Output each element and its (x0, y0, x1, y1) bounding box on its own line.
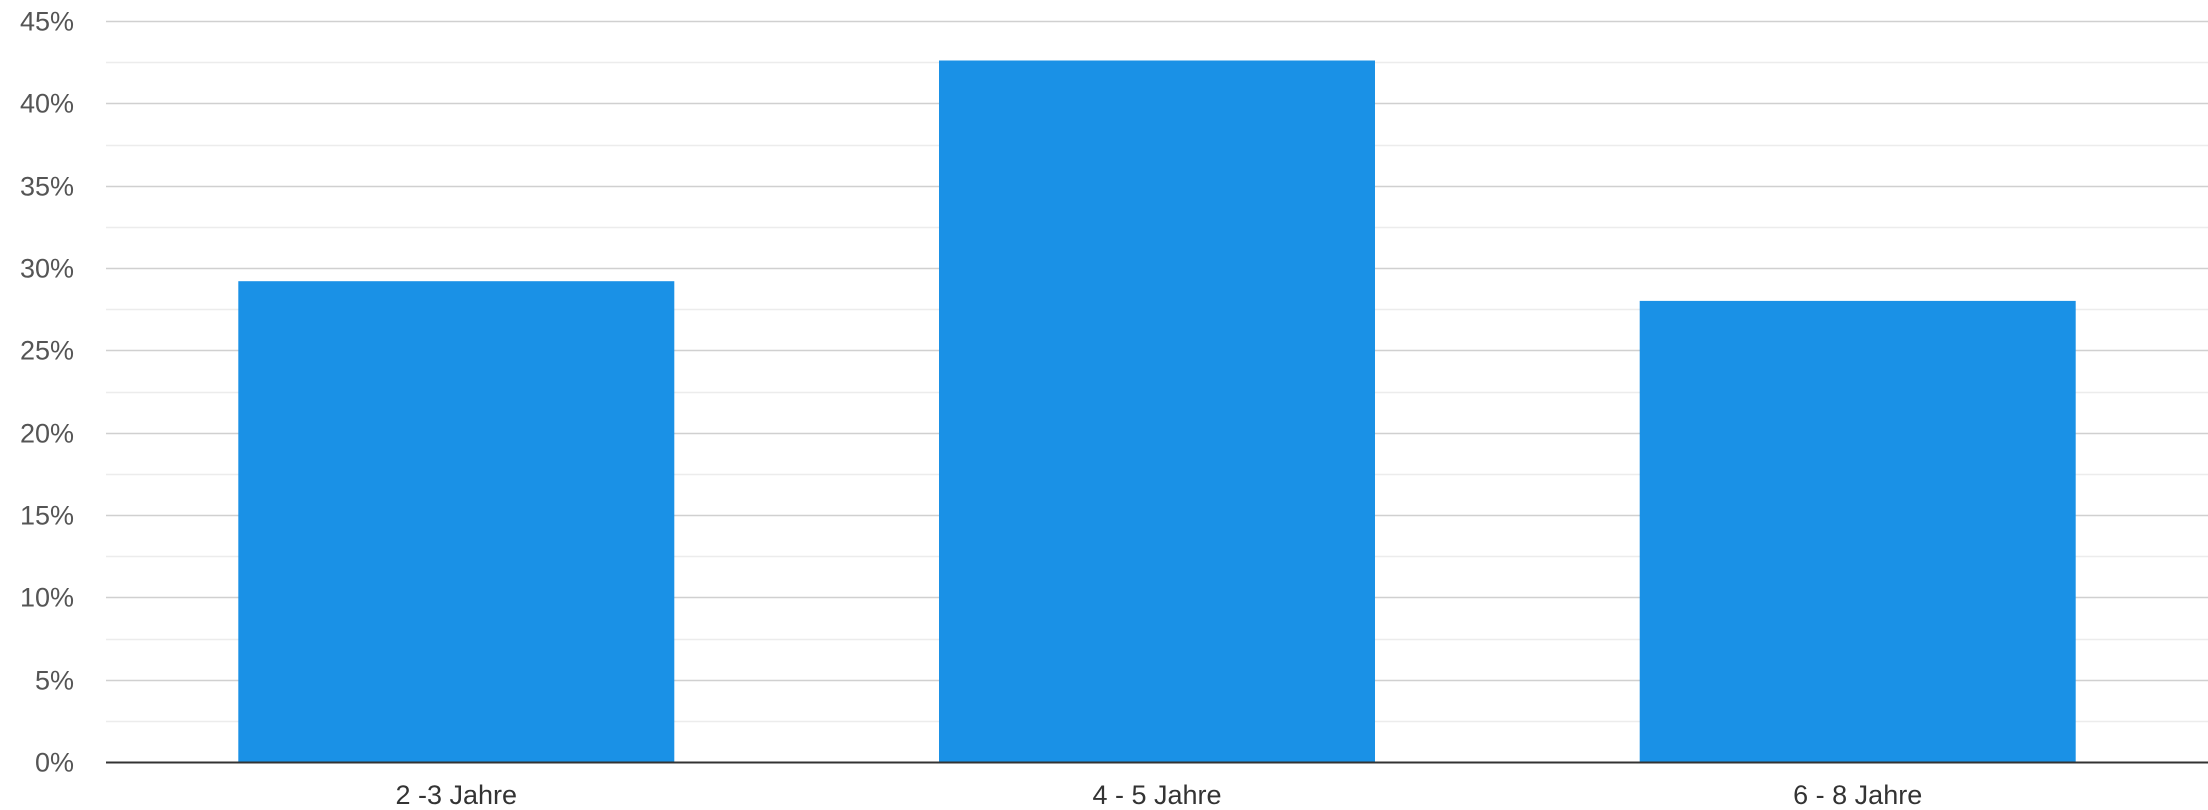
y-tick-label: 20% (20, 419, 74, 449)
x-category-label: 2 -3 Jahre (396, 780, 518, 810)
bar-2 (939, 60, 1375, 762)
y-tick-label: 35% (20, 172, 74, 202)
y-tick-label: 45% (20, 7, 74, 37)
bars (238, 60, 2076, 762)
y-tick-label: 30% (20, 254, 74, 284)
y-axis-tick-labels: 0% 5% 10% 15% 20% 25% 30% 35% 40% 45% (20, 7, 74, 778)
y-tick-label: 0% (35, 748, 74, 778)
bar-1 (238, 281, 675, 762)
y-tick-label: 5% (35, 666, 74, 696)
y-tick-label: 40% (20, 89, 74, 119)
y-tick-label: 15% (20, 501, 74, 531)
y-tick-label: 10% (20, 583, 74, 613)
y-tick-label: 25% (20, 336, 74, 366)
x-category-label: 6 - 8 Jahre (1793, 780, 1922, 810)
x-category-label: 4 - 5 Jahre (1092, 780, 1221, 810)
x-axis-category-labels: 2 -3 Jahre 4 - 5 Jahre 6 - 8 Jahre (396, 780, 1923, 810)
bar-3 (1639, 300, 2076, 762)
